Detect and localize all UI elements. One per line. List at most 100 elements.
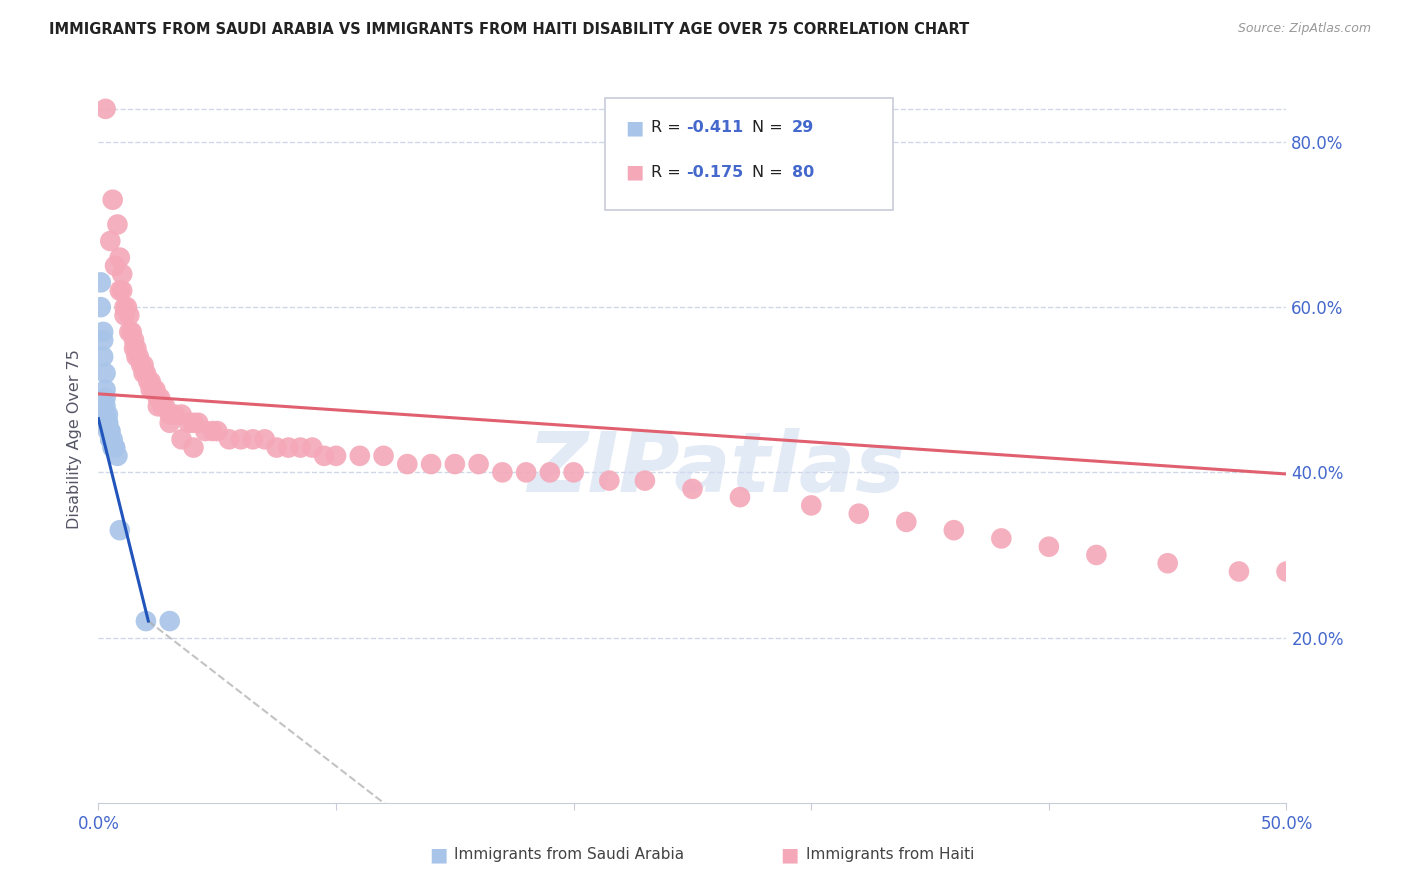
Point	[94, 102, 117, 116]
Point	[290, 441, 312, 455]
Point	[108, 251, 131, 265]
Point	[101, 441, 124, 455]
Point	[146, 391, 169, 405]
Point	[135, 366, 157, 380]
Point	[277, 441, 299, 455]
Point	[1085, 548, 1108, 562]
Point	[177, 416, 200, 430]
Point	[301, 441, 323, 455]
Point	[94, 366, 117, 380]
Point	[111, 284, 134, 298]
Text: Source: ZipAtlas.com: Source: ZipAtlas.com	[1237, 22, 1371, 36]
Point	[108, 284, 131, 298]
Point	[1156, 556, 1178, 570]
Point	[111, 267, 134, 281]
Point	[97, 408, 120, 422]
Point	[98, 424, 121, 438]
Point	[146, 399, 169, 413]
Point	[467, 457, 489, 471]
Point	[159, 416, 181, 430]
Point	[396, 457, 419, 471]
Point	[183, 441, 205, 455]
Text: ■: ■	[780, 845, 799, 864]
Point	[94, 391, 117, 405]
Point	[942, 523, 965, 537]
Point	[194, 424, 217, 438]
Point	[325, 449, 347, 463]
Text: 80: 80	[792, 165, 814, 179]
Point	[373, 449, 395, 463]
Point	[349, 449, 371, 463]
Y-axis label: Disability Age Over 75: Disability Age Over 75	[67, 350, 83, 529]
Point	[207, 424, 229, 438]
Point	[90, 300, 112, 314]
Point	[634, 474, 657, 488]
Point	[170, 432, 193, 446]
Text: ■: ■	[626, 118, 644, 137]
Text: N =: N =	[752, 165, 789, 179]
Point	[896, 515, 918, 529]
Text: N =: N =	[752, 120, 789, 135]
Point	[562, 466, 585, 480]
Point	[201, 424, 224, 438]
Text: R =: R =	[651, 165, 686, 179]
Point	[139, 375, 162, 389]
Point	[132, 358, 155, 372]
Point	[101, 193, 124, 207]
Point	[121, 325, 143, 339]
Point	[990, 532, 1012, 546]
Point	[94, 399, 117, 413]
Point	[145, 383, 167, 397]
Point	[159, 408, 181, 422]
Point	[129, 358, 152, 372]
Text: R =: R =	[651, 120, 686, 135]
Point	[118, 309, 141, 323]
Point	[848, 507, 870, 521]
Point	[98, 432, 121, 446]
Point	[728, 490, 751, 504]
Point	[1038, 540, 1060, 554]
Point	[101, 441, 124, 455]
Point	[122, 342, 145, 356]
Point	[91, 325, 114, 339]
Point	[115, 300, 138, 314]
Point	[97, 416, 120, 430]
Text: IMMIGRANTS FROM SAUDI ARABIA VS IMMIGRANTS FROM HAITI DISABILITY AGE OVER 75 COR: IMMIGRANTS FROM SAUDI ARABIA VS IMMIGRAN…	[49, 22, 970, 37]
Point	[125, 350, 148, 364]
Point	[1275, 565, 1298, 579]
Point	[125, 342, 148, 356]
Text: 29: 29	[792, 120, 814, 135]
Point	[91, 350, 114, 364]
Text: ■: ■	[429, 845, 447, 864]
Point	[97, 416, 120, 430]
Point	[266, 441, 288, 455]
Text: ■: ■	[626, 162, 644, 182]
Point	[104, 441, 127, 455]
Point	[800, 499, 823, 513]
Point	[183, 416, 205, 430]
Point	[187, 416, 209, 430]
Point	[253, 432, 276, 446]
Point	[139, 383, 162, 397]
Point	[149, 391, 172, 405]
Text: Immigrants from Saudi Arabia: Immigrants from Saudi Arabia	[454, 847, 685, 862]
Text: Immigrants from Haiti: Immigrants from Haiti	[806, 847, 974, 862]
Point	[122, 333, 145, 347]
Point	[170, 408, 193, 422]
Point	[98, 234, 121, 248]
Point	[515, 466, 537, 480]
Point	[98, 424, 121, 438]
Point	[107, 218, 129, 232]
Point	[598, 474, 620, 488]
Point	[159, 614, 181, 628]
Point	[132, 366, 155, 380]
Point	[153, 399, 176, 413]
Point	[681, 482, 703, 496]
Point	[142, 383, 165, 397]
Point	[101, 432, 124, 446]
Point	[128, 350, 150, 364]
Point	[108, 523, 131, 537]
Point	[104, 259, 127, 273]
Point	[218, 432, 240, 446]
Point	[242, 432, 264, 446]
